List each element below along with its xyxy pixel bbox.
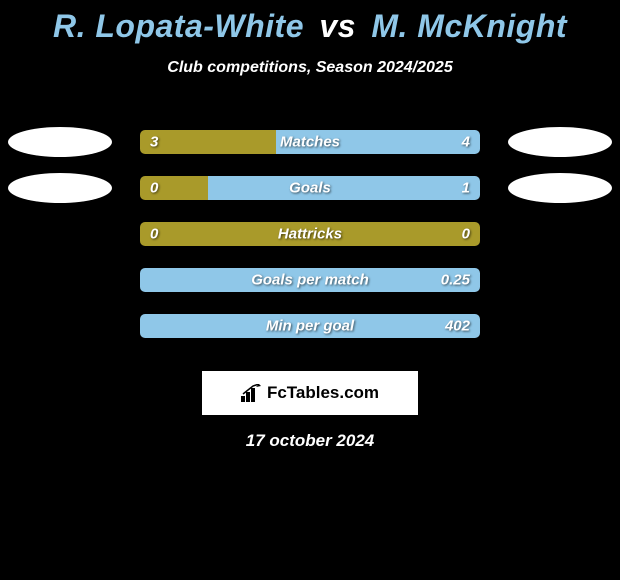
stat-right-value: 402 — [445, 318, 470, 335]
stat-right-value: 0.25 — [441, 272, 470, 289]
vs-text: vs — [319, 8, 356, 44]
stat-right-value: 0 — [462, 226, 470, 243]
stat-row: 0Hattricks0 — [0, 211, 620, 257]
stat-label: Matches — [0, 134, 620, 151]
stat-row: Min per goal402 — [0, 303, 620, 349]
stat-row: 3Matches4 — [0, 119, 620, 165]
stat-label: Goals — [0, 180, 620, 197]
stat-right-value: 4 — [462, 134, 470, 151]
logo-text: FcTables.com — [267, 383, 379, 403]
stat-right-value: 1 — [462, 180, 470, 197]
date-text: 17 october 2024 — [0, 431, 620, 451]
stat-row: 0Goals1 — [0, 165, 620, 211]
player2-name: M. McKnight — [371, 8, 567, 44]
player1-name: R. Lopata-White — [53, 8, 304, 44]
stat-row: Goals per match0.25 — [0, 257, 620, 303]
stat-label: Hattricks — [0, 226, 620, 243]
comparison-title: R. Lopata-White vs M. McKnight — [0, 0, 620, 45]
logo-inner: FcTables.com — [241, 383, 379, 403]
stat-label: Min per goal — [0, 318, 620, 335]
subtitle: Club competitions, Season 2024/2025 — [0, 59, 620, 77]
stats-area: 3Matches40Goals10Hattricks0Goals per mat… — [0, 119, 620, 349]
stat-label: Goals per match — [0, 272, 620, 289]
logo-box: FcTables.com — [202, 371, 418, 415]
fctables-icon — [241, 384, 263, 402]
